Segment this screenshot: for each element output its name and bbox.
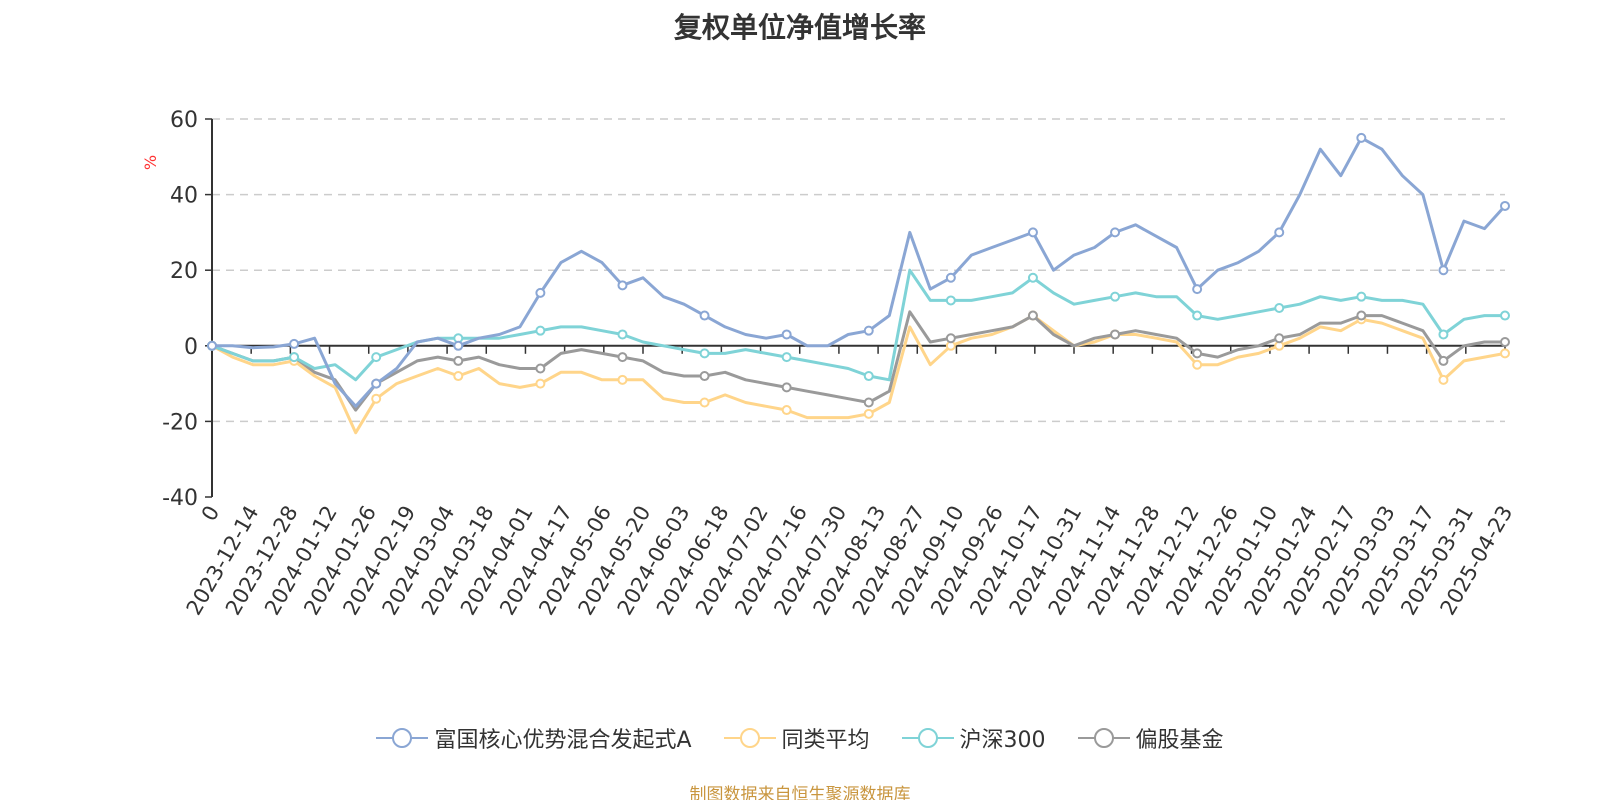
data-point	[1110, 227, 1121, 238]
data-point	[535, 363, 546, 374]
data-point	[945, 333, 956, 344]
legend-item-series-2[interactable]: 沪深300	[901, 722, 1046, 754]
data-point	[863, 397, 874, 408]
data-point	[1356, 310, 1367, 321]
data-point	[945, 272, 956, 283]
legend-label: 同类平均	[781, 728, 870, 753]
data-point	[1500, 200, 1510, 211]
y-tick-label: 40	[170, 184, 198, 209]
data-point	[371, 378, 382, 389]
data-point	[863, 408, 874, 419]
series-line-3	[211, 310, 1505, 412]
data-point	[1027, 227, 1038, 238]
data-point	[699, 371, 710, 382]
data-point	[945, 295, 956, 306]
data-point	[535, 325, 546, 336]
data-point	[371, 352, 382, 363]
series-line-2	[211, 268, 1505, 382]
data-point	[1438, 355, 1449, 366]
data-point	[453, 355, 464, 366]
data-point	[617, 374, 628, 385]
legend: 富国核心优势混合发起式A 同类平均 沪深300 偏股基金	[0, 722, 1600, 754]
data-point	[1192, 284, 1203, 295]
legend-marker-icon	[901, 728, 954, 748]
data-point	[1500, 348, 1510, 359]
data-point	[1356, 132, 1367, 143]
data-source-note: 制图数据来自恒生聚源数据库	[689, 785, 911, 800]
data-point	[617, 352, 628, 363]
data-point	[699, 348, 710, 359]
data-point	[535, 287, 546, 298]
data-point	[1110, 329, 1121, 340]
data-point	[453, 371, 464, 382]
legend-label: 偏股基金	[1135, 728, 1224, 753]
legend-item-series-3[interactable]: 偏股基金	[1077, 722, 1224, 754]
legend-marker-icon	[1077, 728, 1130, 748]
y-tick-label: 20	[170, 259, 198, 284]
data-point	[289, 338, 300, 349]
y-tick-label: -40	[162, 486, 198, 511]
data-point	[699, 310, 710, 321]
data-point	[1027, 310, 1038, 321]
legend-label: 沪深300	[959, 728, 1046, 753]
data-point	[289, 352, 300, 363]
data-point	[781, 382, 792, 393]
y-tick-label: 0	[184, 335, 198, 360]
data-point	[1500, 337, 1510, 348]
data-point	[1192, 348, 1203, 359]
legend-marker-icon	[723, 728, 776, 748]
data-point	[371, 393, 382, 404]
data-point	[535, 378, 546, 389]
legend-label: 富国核心优势混合发起式A	[434, 728, 692, 753]
data-point	[1438, 265, 1449, 276]
chart-title: 复权单位净值增长率	[673, 11, 926, 44]
series-line-1	[211, 314, 1506, 435]
data-point	[1027, 272, 1038, 283]
data-point	[617, 280, 628, 291]
data-point	[1438, 329, 1449, 340]
data-point	[781, 329, 792, 340]
data-point	[1438, 374, 1449, 385]
legend-item-series-1[interactable]: 同类平均	[723, 722, 870, 754]
data-point	[781, 405, 792, 416]
data-point	[863, 371, 874, 382]
data-point	[863, 325, 874, 336]
data-point	[1274, 227, 1285, 238]
data-point	[617, 329, 628, 340]
data-point	[781, 352, 792, 363]
legend-item-series-0[interactable]: 富国核心优势混合发起式A	[376, 722, 692, 754]
data-point	[453, 340, 464, 351]
data-point	[1274, 303, 1285, 313]
data-point	[1356, 291, 1367, 302]
legend-marker-icon	[376, 728, 429, 748]
x-tick-label: 0	[197, 502, 224, 526]
data-point	[1110, 291, 1121, 302]
y-tick-label: -20	[162, 410, 198, 435]
data-point	[699, 397, 710, 408]
y-tick-label: 60	[170, 108, 198, 133]
data-point	[1192, 359, 1203, 370]
data-point	[1274, 333, 1285, 344]
series-line-0	[212, 136, 1507, 408]
data-point	[1192, 310, 1203, 321]
data-point	[1500, 310, 1510, 321]
data-point	[207, 340, 217, 351]
